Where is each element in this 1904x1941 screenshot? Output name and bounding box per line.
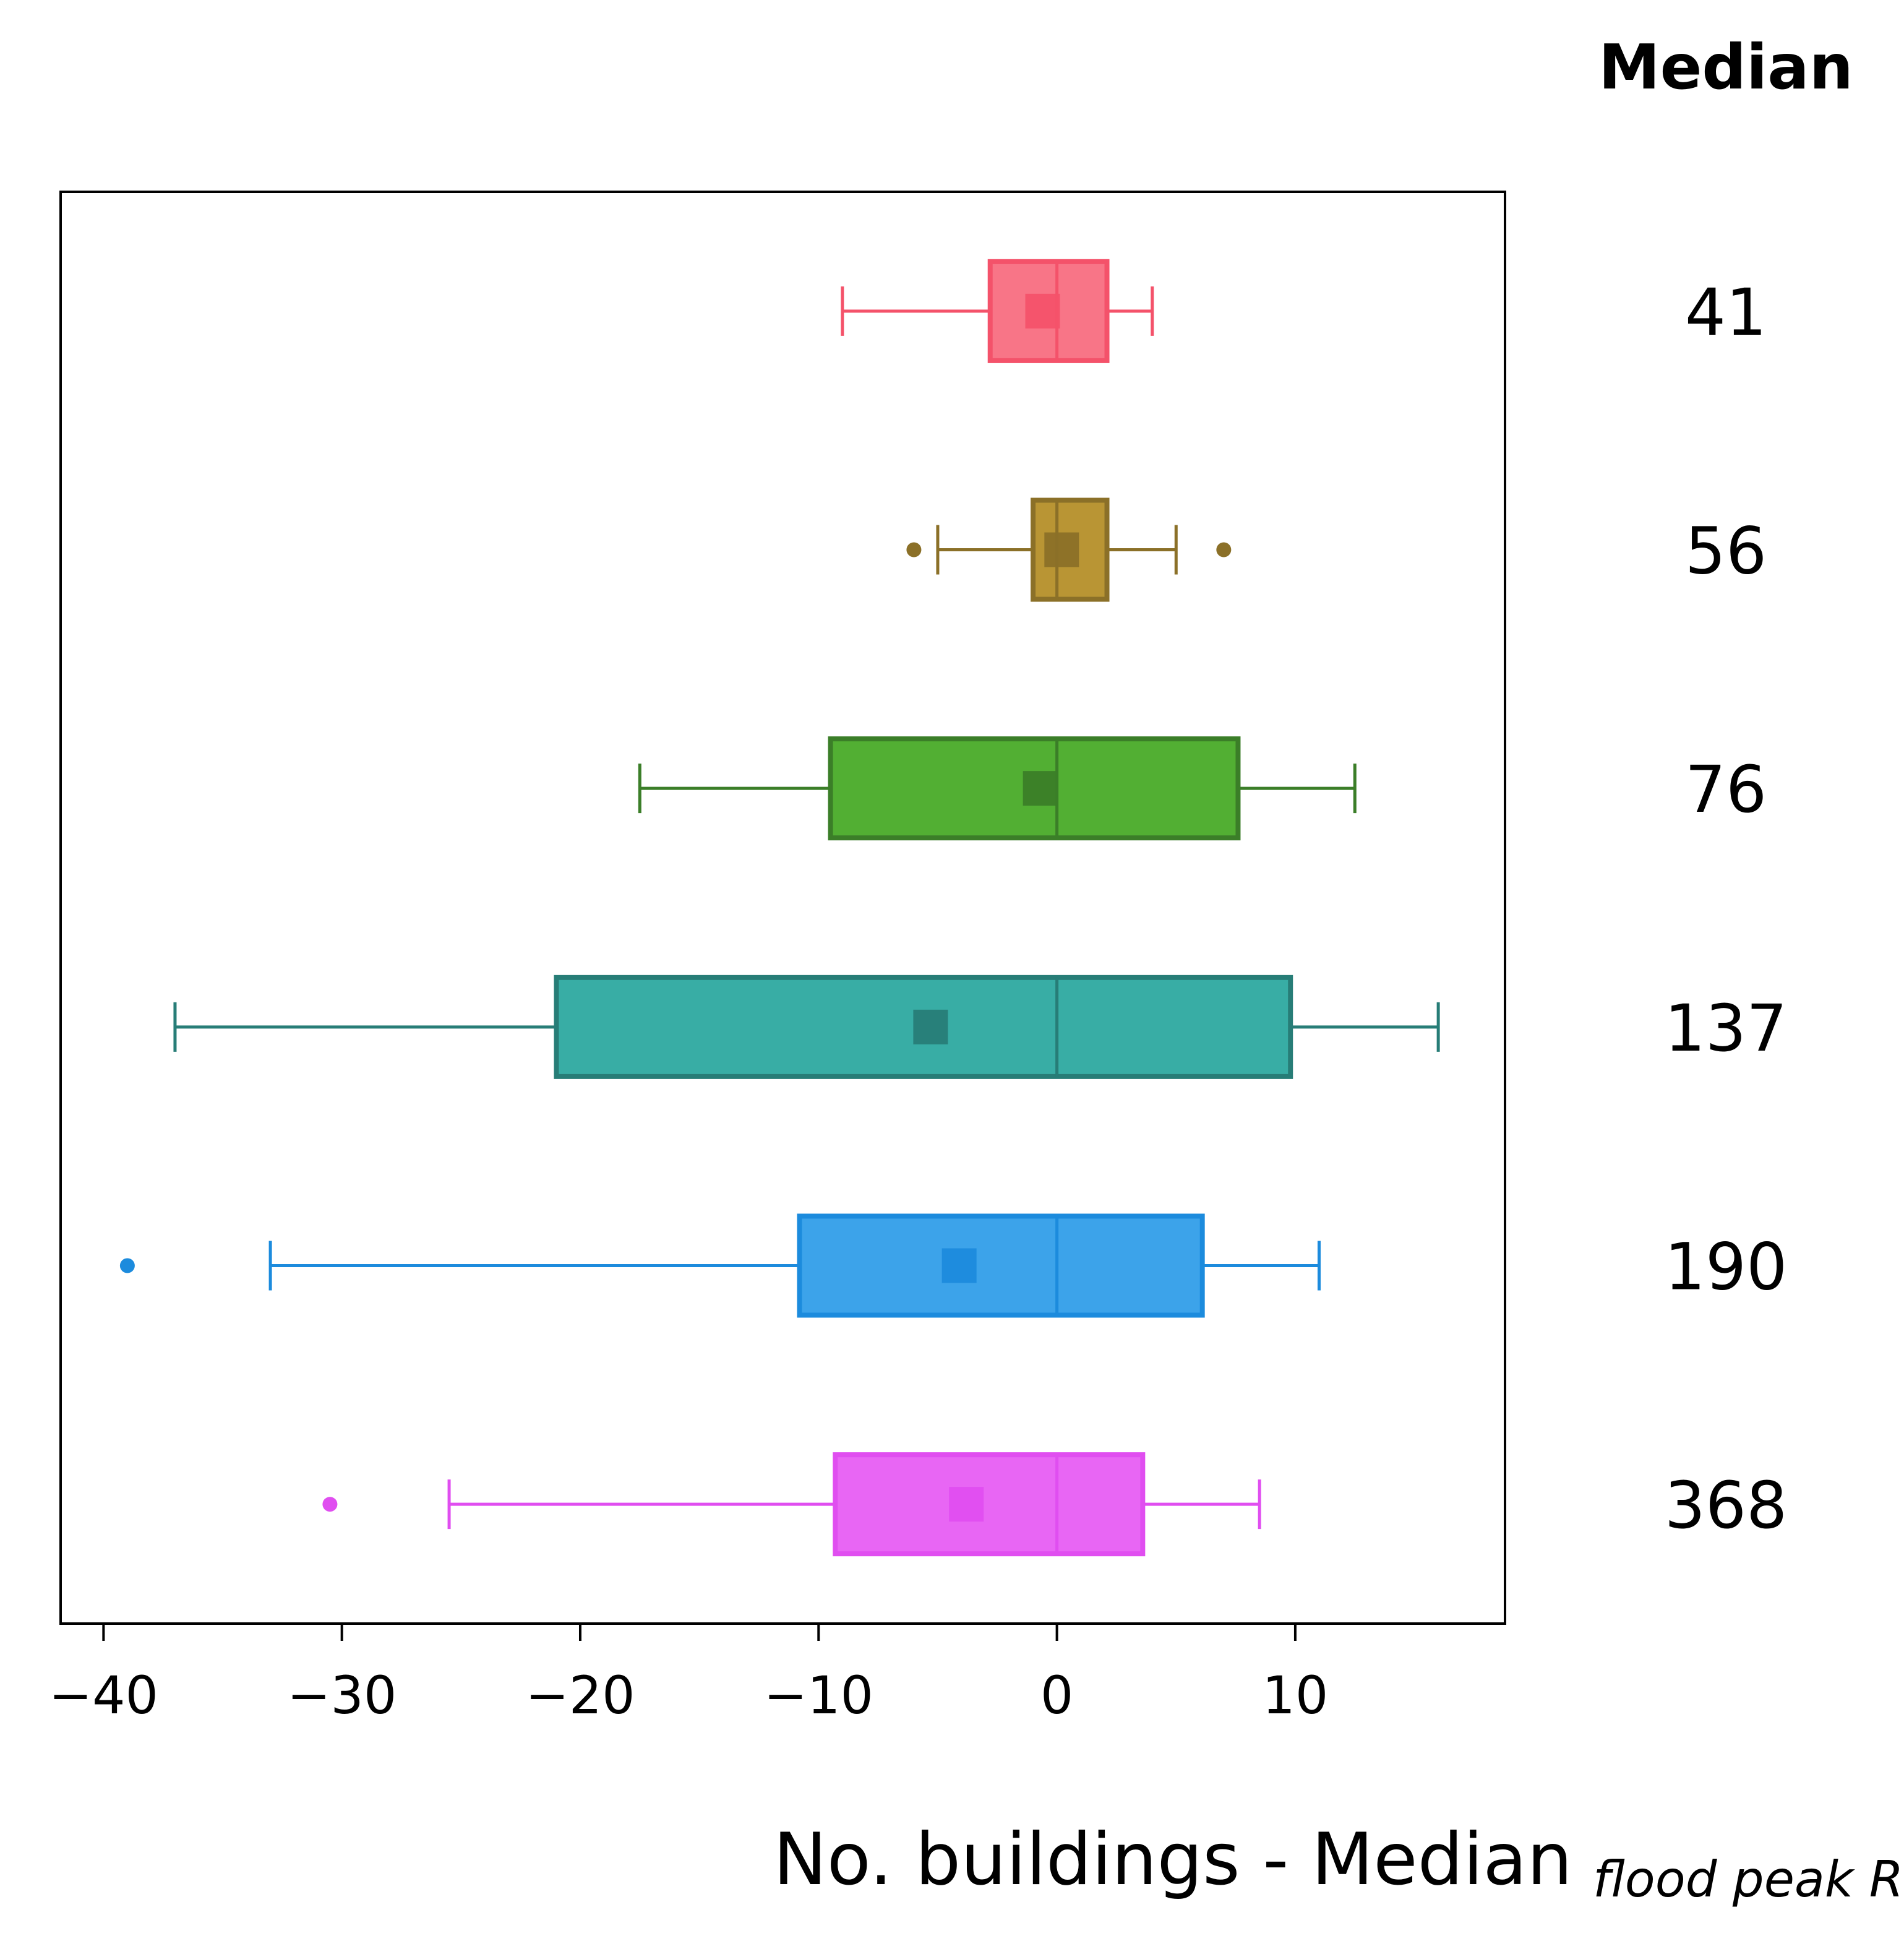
x-tick-label: −30 (287, 1665, 397, 1726)
median-value-label: 41 (1685, 275, 1767, 350)
box-body (833, 1452, 1146, 1557)
median-value-label: 56 (1685, 514, 1767, 589)
outlier-point (1216, 542, 1232, 557)
x-axis-label-subscript: flood peak RP (1593, 1851, 1904, 1908)
mean-marker (949, 1487, 984, 1522)
box-group (173, 975, 1440, 1079)
x-axis-label: No. buildings - Median flood peak RP (773, 1818, 1904, 1908)
x-tick-label: 0 (1040, 1665, 1073, 1726)
x-axis-label-main: No. buildings - Median (773, 1818, 1572, 1901)
x-tick-label: −20 (525, 1665, 635, 1726)
mean-marker (941, 1248, 977, 1283)
x-tick-label: −40 (49, 1665, 158, 1726)
x-axis-ticks: −40 −30 −20 −10 0 10 (49, 1624, 1328, 1726)
x-tick-label: −10 (764, 1665, 873, 1726)
x-tick-label: 10 (1262, 1665, 1328, 1726)
median-value-label: 137 (1665, 991, 1788, 1066)
median-value-label: 76 (1685, 752, 1767, 827)
median-value-label: 190 (1665, 1229, 1788, 1305)
boxes-layer (119, 259, 1440, 1557)
outlier-point (322, 1497, 338, 1512)
mean-marker (913, 1009, 948, 1044)
outlier-point (119, 1258, 135, 1273)
mean-marker (1044, 532, 1079, 567)
median-column: Median 41 56 76 137 190 368 (1598, 31, 1853, 1543)
mean-marker (1023, 771, 1058, 806)
outlier-point (906, 542, 922, 557)
median-value-label: 368 (1665, 1468, 1788, 1543)
box-group (119, 1213, 1321, 1318)
box-group (638, 736, 1357, 841)
median-column-title: Median (1598, 31, 1853, 103)
mean-marker (1025, 293, 1060, 329)
box-group (841, 259, 1154, 363)
box-group (906, 497, 1232, 602)
box-body (797, 1213, 1205, 1318)
box-group (322, 1452, 1261, 1557)
plot-area (59, 191, 1506, 1625)
